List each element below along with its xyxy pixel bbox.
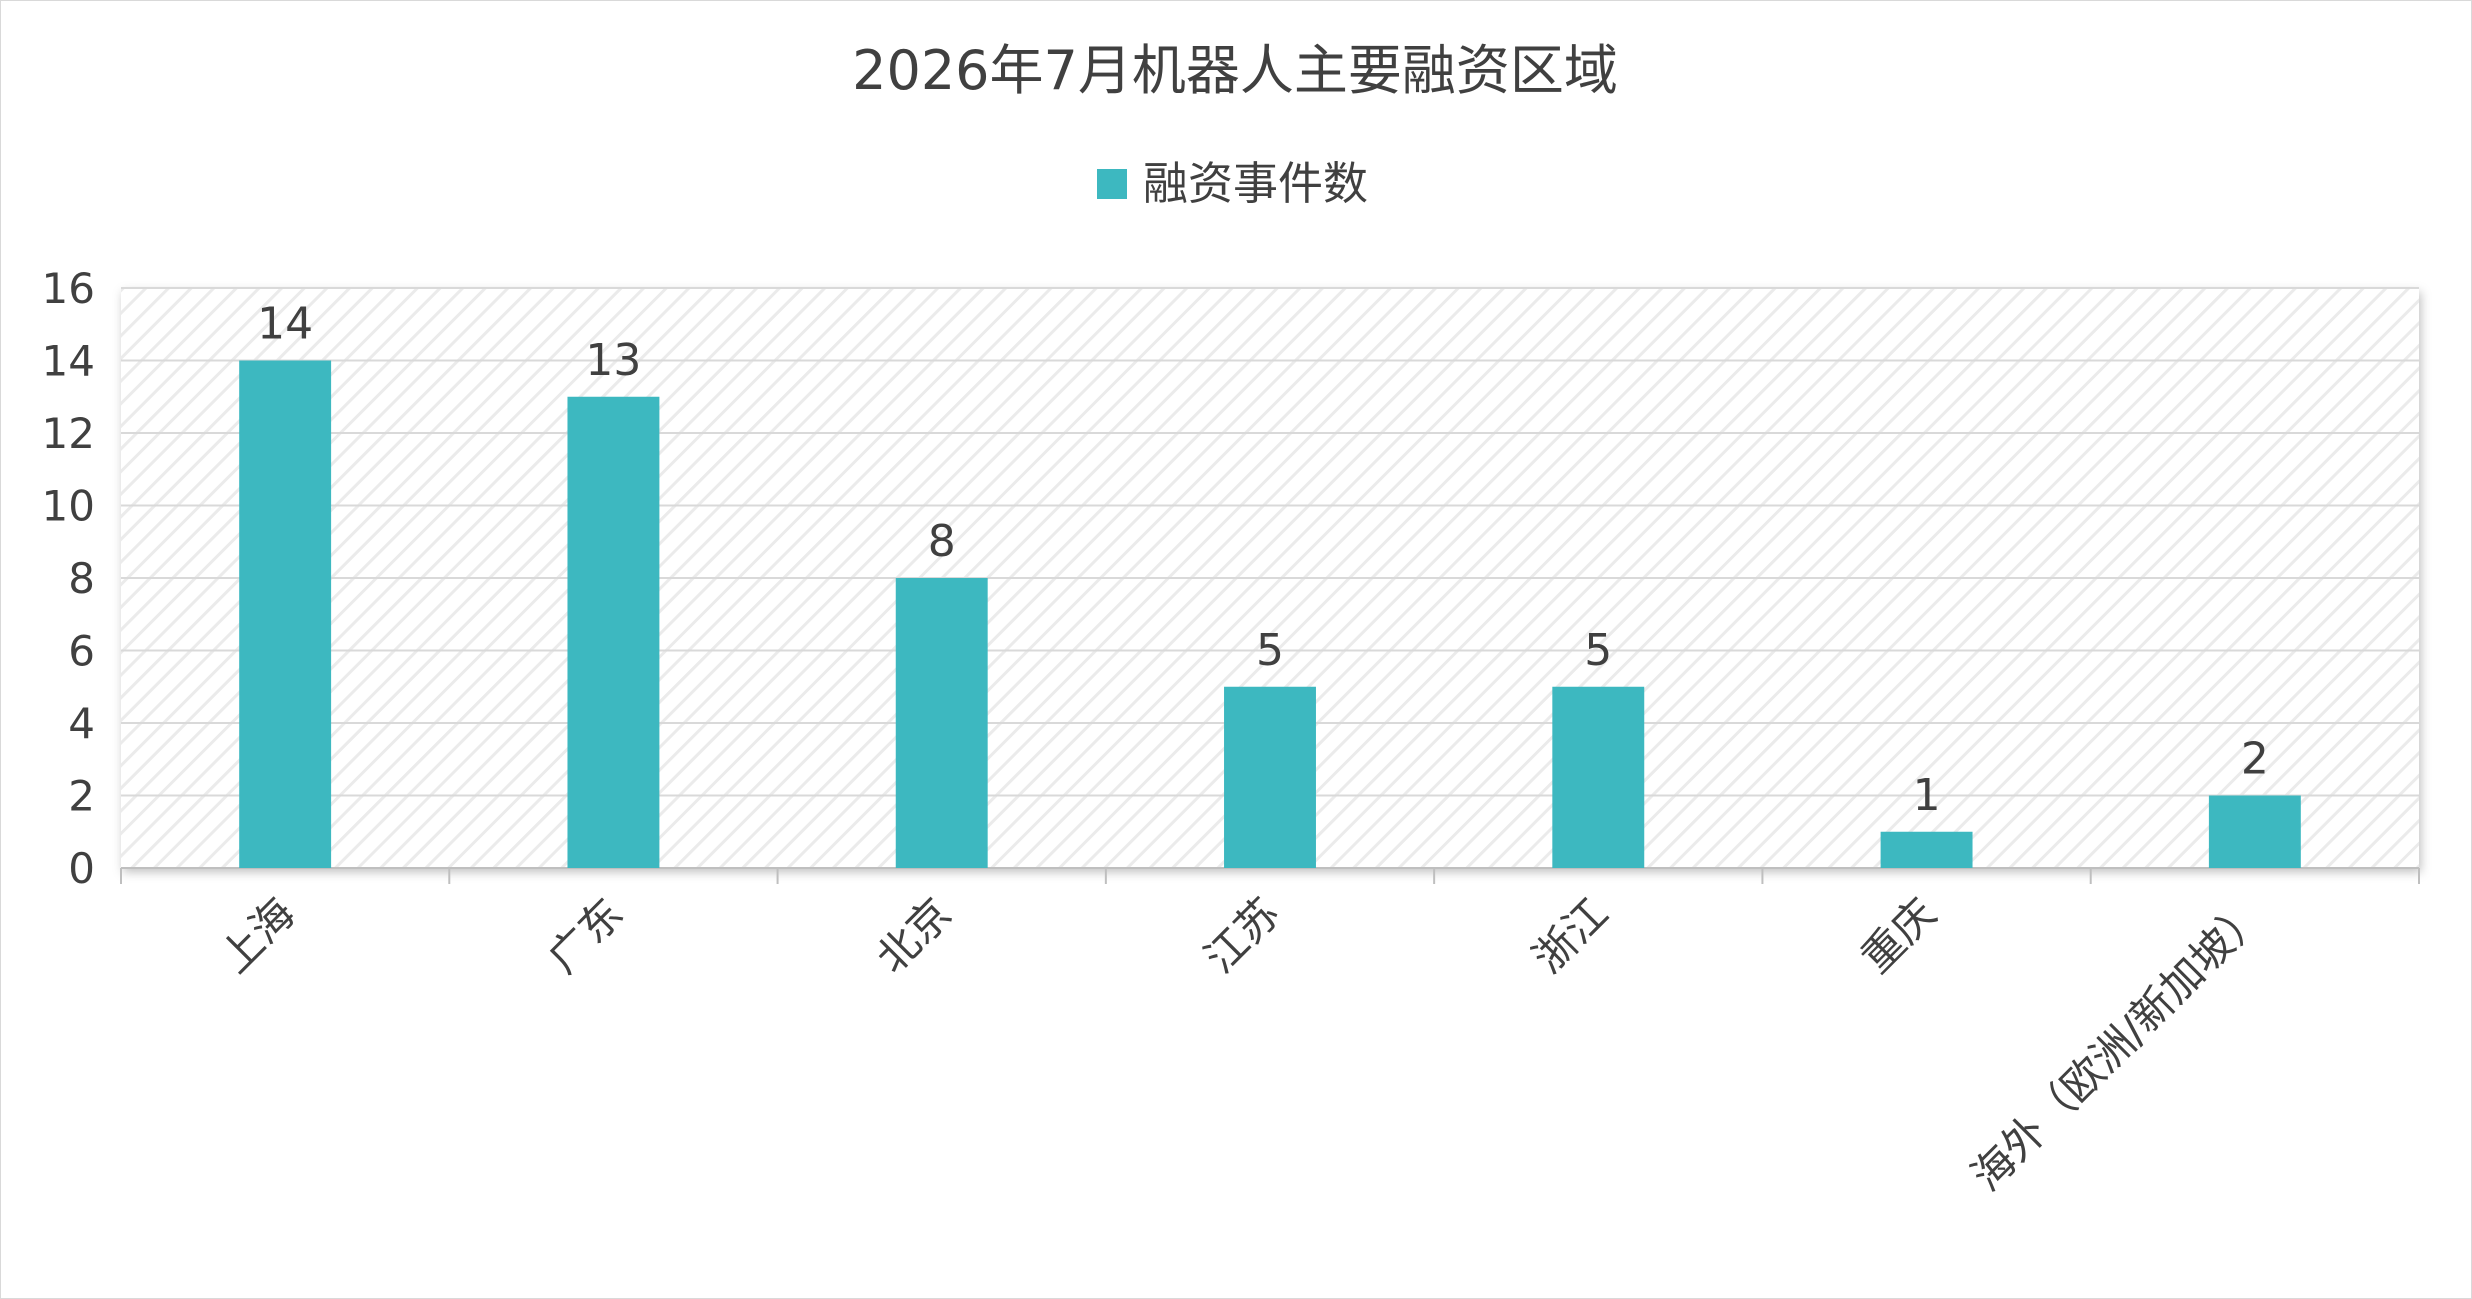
data-label: 13 bbox=[585, 335, 641, 386]
y-tick-label: 12 bbox=[42, 409, 95, 458]
data-labels: 14 13 8 5 5 1 2 bbox=[257, 299, 2269, 821]
legend-swatch bbox=[1097, 169, 1127, 199]
bar bbox=[2208, 795, 2301, 868]
x-category-label: 浙江 bbox=[1523, 888, 1617, 982]
y-tick-label: 14 bbox=[42, 337, 95, 386]
y-tick-label: 10 bbox=[42, 482, 95, 531]
bar bbox=[895, 578, 988, 868]
x-category-label: 广东 bbox=[538, 888, 632, 982]
x-category-label: 江苏 bbox=[1195, 888, 1289, 982]
data-label: 5 bbox=[1256, 625, 1284, 676]
y-tick-label: 6 bbox=[68, 627, 95, 676]
bar bbox=[1880, 831, 1973, 868]
y-tick-label: 16 bbox=[42, 264, 95, 313]
bar bbox=[1224, 686, 1316, 868]
bar bbox=[239, 360, 332, 868]
x-category-label: 北京 bbox=[867, 888, 961, 982]
x-category-label: 海外（欧洲/新加坡） bbox=[1962, 888, 2274, 1200]
data-label: 8 bbox=[928, 516, 956, 567]
y-axis: 0 2 4 6 8 10 12 14 16 bbox=[42, 264, 95, 893]
x-category-label: 重庆 bbox=[1852, 888, 1946, 982]
y-tick-label: 4 bbox=[68, 699, 95, 748]
data-label: 14 bbox=[257, 299, 313, 350]
legend-label: 融资事件数 bbox=[1143, 157, 1368, 210]
bar bbox=[1552, 686, 1645, 868]
y-tick-label: 8 bbox=[68, 554, 95, 603]
bar bbox=[567, 396, 660, 868]
y-tick-label: 2 bbox=[68, 772, 95, 821]
y-tick-label: 0 bbox=[68, 844, 95, 893]
x-category-label: 上海 bbox=[210, 888, 304, 982]
data-label: 1 bbox=[1913, 770, 1941, 821]
x-axis bbox=[120, 867, 2420, 884]
data-label: 2 bbox=[2241, 734, 2269, 785]
chart-title: 2026年7月机器人主要融资区域 bbox=[852, 39, 1618, 102]
category-labels: 上海 广东 北京 江苏 浙江 重庆 海外（欧洲/新加坡） bbox=[210, 888, 2274, 1200]
legend: 融资事件数 bbox=[1097, 157, 1368, 210]
data-label: 5 bbox=[1584, 625, 1612, 676]
bars bbox=[239, 360, 2301, 868]
